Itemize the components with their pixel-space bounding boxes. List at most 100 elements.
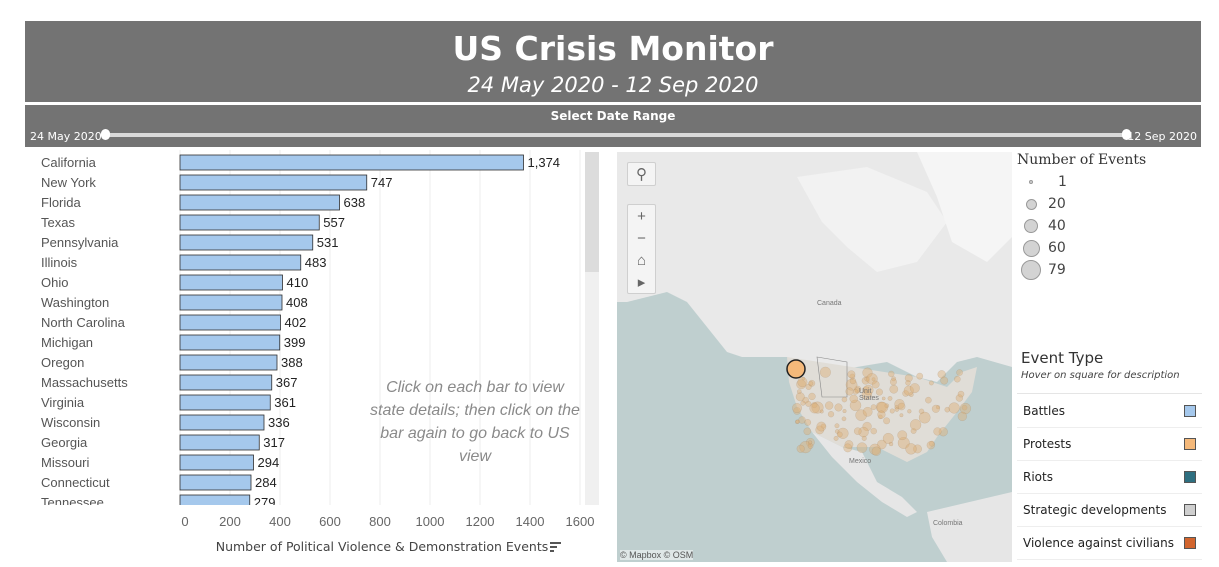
event-dot[interactable] — [940, 376, 949, 385]
event-dot[interactable] — [928, 380, 934, 386]
event-dot[interactable] — [795, 392, 805, 402]
event-dot[interactable] — [820, 423, 826, 429]
event-dot[interactable] — [866, 373, 878, 385]
event-dot[interactable] — [908, 391, 914, 397]
bar[interactable] — [179, 494, 251, 510]
bar[interactable] — [179, 234, 314, 251]
legend-item-strategic-developments[interactable]: Strategic developments — [1017, 493, 1202, 527]
event-dot[interactable] — [841, 396, 848, 403]
bar[interactable] — [179, 154, 524, 171]
event-dot[interactable] — [926, 441, 935, 450]
bar[interactable] — [179, 334, 281, 351]
state-label[interactable]: Wisconsin — [41, 415, 100, 430]
event-dot[interactable] — [948, 402, 960, 414]
event-dot[interactable] — [863, 384, 874, 396]
event-dot[interactable] — [849, 373, 856, 380]
chart-scrollbar-thumb[interactable] — [585, 152, 599, 272]
selected-event-marker[interactable] — [786, 359, 806, 379]
event-dot[interactable] — [899, 413, 904, 418]
map-canvas[interactable] — [617, 152, 1012, 562]
event-dot[interactable] — [894, 405, 899, 410]
state-label[interactable]: Tennessee — [41, 495, 104, 510]
event-dot[interactable] — [862, 367, 873, 378]
event-dot[interactable] — [795, 419, 800, 424]
event-dot[interactable] — [841, 416, 847, 422]
bar[interactable] — [179, 194, 340, 211]
event-dot[interactable] — [905, 443, 917, 455]
event-dot[interactable] — [871, 377, 876, 382]
event-dot[interactable] — [889, 384, 899, 394]
event-dot[interactable] — [802, 396, 809, 404]
state-label[interactable]: Connecticut — [41, 475, 110, 490]
event-dot[interactable] — [815, 425, 825, 435]
event-dot[interactable] — [954, 375, 961, 383]
event-dot[interactable] — [805, 383, 812, 390]
event-dot[interactable] — [861, 389, 873, 400]
event-dot[interactable] — [858, 426, 869, 438]
event-dot[interactable] — [804, 419, 812, 426]
event-dot[interactable] — [961, 404, 968, 411]
event-dot[interactable] — [937, 370, 946, 379]
slider-track[interactable] — [105, 133, 1126, 137]
slider-end-handle[interactable] — [1122, 129, 1131, 140]
event-dot[interactable] — [897, 430, 908, 441]
event-dot[interactable] — [824, 401, 834, 410]
event-dot[interactable] — [931, 404, 940, 413]
event-dot[interactable] — [798, 416, 806, 424]
event-dot[interactable] — [918, 408, 925, 415]
event-dot[interactable] — [806, 437, 815, 447]
event-dot[interactable] — [888, 441, 894, 447]
state-label[interactable]: Missouri — [41, 455, 90, 470]
event-dot[interactable] — [837, 427, 849, 439]
event-dot[interactable] — [909, 419, 922, 431]
state-label[interactable]: North Carolina — [41, 315, 126, 330]
bar[interactable] — [179, 354, 278, 371]
bar[interactable] — [179, 314, 281, 331]
event-dot[interactable] — [849, 394, 858, 404]
event-dot[interactable] — [897, 402, 906, 411]
event-dot[interactable] — [944, 406, 951, 413]
event-dot[interactable] — [862, 386, 870, 394]
bar[interactable] — [179, 274, 283, 291]
zoom-out-icon[interactable]: − — [637, 229, 646, 247]
state-label[interactable]: Oregon — [41, 355, 84, 370]
home-icon[interactable]: ⌂ — [636, 251, 647, 269]
event-dot[interactable] — [797, 377, 808, 388]
state-label[interactable]: Michigan — [41, 335, 93, 350]
event-dot[interactable] — [870, 427, 877, 435]
event-dot[interactable] — [918, 411, 931, 424]
state-label[interactable]: Ohio — [41, 275, 68, 290]
event-dot[interactable] — [928, 440, 935, 447]
event-dot[interactable] — [801, 376, 806, 381]
event-dot[interactable] — [836, 431, 843, 438]
event-dot[interactable] — [849, 377, 857, 385]
event-dot[interactable] — [805, 400, 812, 407]
event-dot[interactable] — [871, 380, 880, 389]
event-dot[interactable] — [955, 394, 964, 402]
event-dot[interactable] — [807, 443, 814, 449]
event-dot[interactable] — [842, 409, 847, 414]
event-dot[interactable] — [864, 376, 870, 382]
legend-item-protests[interactable]: Protests — [1017, 427, 1202, 461]
event-dot[interactable] — [957, 390, 965, 398]
legend-item-battles[interactable]: Battles — [1017, 394, 1202, 428]
event-dot[interactable] — [862, 406, 873, 417]
event-dot[interactable] — [796, 444, 805, 453]
event-dot[interactable] — [834, 403, 843, 412]
event-dot[interactable] — [808, 381, 814, 386]
event-dot[interactable] — [889, 378, 897, 386]
event-dot[interactable] — [854, 387, 861, 394]
event-dot[interactable] — [876, 401, 889, 414]
event-dot[interactable] — [827, 411, 835, 418]
event-dot[interactable] — [910, 428, 917, 434]
event-dot[interactable] — [897, 436, 910, 449]
event-dot[interactable] — [792, 403, 802, 414]
event-dot[interactable] — [861, 435, 867, 441]
map-zoom-controls[interactable]: + − ⌂ ▸ — [627, 204, 656, 294]
event-dot[interactable] — [845, 387, 854, 396]
bar[interactable] — [179, 254, 302, 271]
state-label[interactable]: Florida — [41, 195, 82, 210]
event-dot[interactable] — [894, 407, 900, 412]
state-label[interactable]: New York — [41, 175, 96, 190]
event-dot[interactable] — [907, 409, 912, 414]
